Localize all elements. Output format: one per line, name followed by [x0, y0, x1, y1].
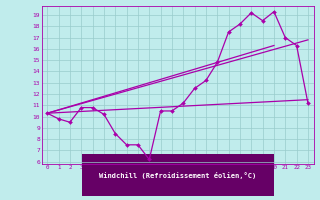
- X-axis label: Windchill (Refroidissement éolien,°C): Windchill (Refroidissement éolien,°C): [99, 172, 256, 179]
